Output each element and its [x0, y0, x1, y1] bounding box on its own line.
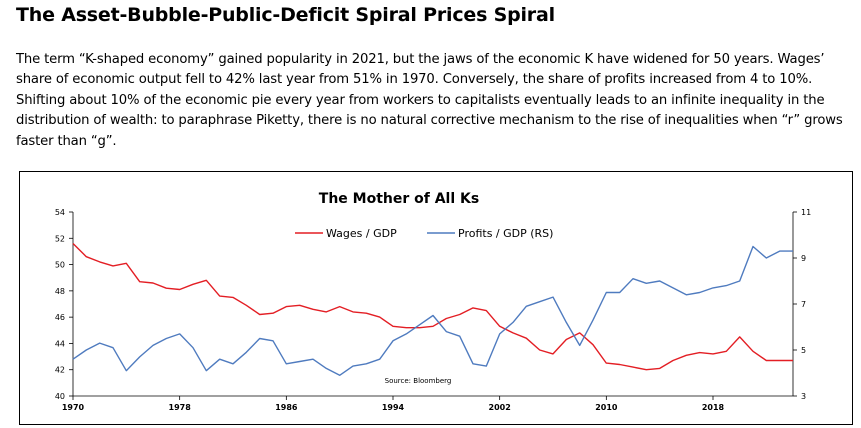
- y-left-tick-label: 42: [55, 366, 65, 375]
- series-group: [72, 243, 793, 377]
- x-tick-label: 2018: [702, 403, 725, 412]
- chart-frame: The Mother of All Ks Source: Bloomberg 4…: [19, 171, 853, 425]
- x-tick-label: 1986: [275, 403, 298, 412]
- series-profits-line: [72, 245, 793, 377]
- y-right-tick-label: 11: [801, 208, 811, 217]
- x-tick-label: 1978: [169, 403, 192, 412]
- x-tick-label: 2002: [489, 403, 511, 412]
- article-paragraph: The term “K-shaped economy” gained popul…: [16, 52, 843, 149]
- source-note: Source: Bloomberg: [385, 377, 452, 385]
- y-left-tick-label: 40: [55, 392, 65, 401]
- legend: Wages / GDP Profits / GDP (RS): [295, 227, 553, 240]
- y-right-tick-label: 7: [801, 300, 806, 309]
- series-wages-line: [72, 243, 793, 371]
- axes: 40 42 44 46 48 50 52 54 3 5 7 9 11 1970 1978 1986 1994 20…: [55, 208, 811, 412]
- y-right-tick-label: 3: [801, 392, 806, 401]
- y-left-tick-label: 50: [55, 261, 65, 270]
- y-right-tick-label: 9: [801, 254, 806, 263]
- x-tick-label: 2010: [595, 403, 618, 412]
- chart-title: The Mother of All Ks: [319, 191, 479, 207]
- y-left-tick-label: 46: [55, 313, 65, 322]
- y-left-tick-label: 54: [55, 208, 65, 217]
- y-right-tick-label: 5: [801, 346, 806, 355]
- y-left-tick-label: 44: [55, 339, 65, 348]
- line-chart: The Mother of All Ks Source: Bloomberg 4…: [55, 191, 811, 412]
- article-title: The Asset-Bubble-Public-Deficit Spiral P…: [16, 4, 555, 26]
- y-left-tick-label: 52: [55, 234, 65, 243]
- x-tick-label: 1994: [382, 403, 405, 412]
- legend-label-profits: Profits / GDP (RS): [458, 227, 553, 240]
- x-tick-label: 1970: [62, 403, 85, 412]
- legend-label-wages: Wages / GDP: [326, 227, 397, 240]
- y-left-tick-label: 48: [55, 287, 65, 296]
